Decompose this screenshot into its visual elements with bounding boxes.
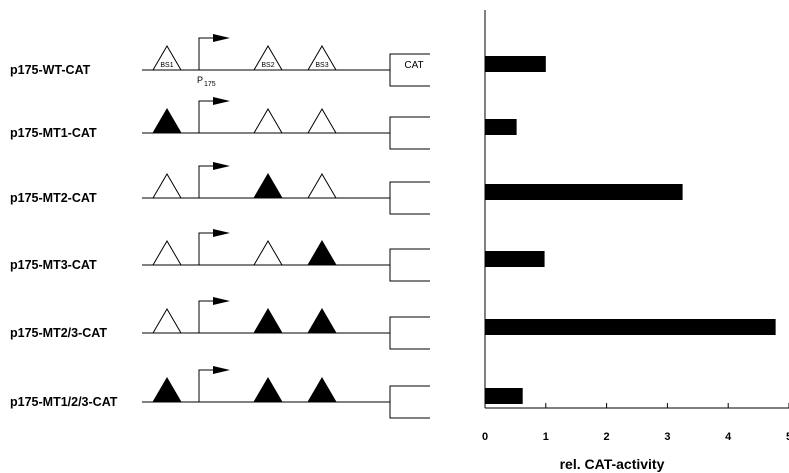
binding-site-triangle	[152, 240, 182, 266]
site-label: BS1	[160, 62, 173, 69]
promoter-label: P	[197, 75, 203, 85]
cat-reporter-box	[389, 385, 430, 419]
bars	[485, 56, 776, 404]
bar	[485, 251, 545, 267]
cat-label: CAT	[404, 60, 423, 71]
x-ticks: 0 1 2 3 4 5	[482, 403, 789, 443]
promoter-arrow-stem	[198, 369, 213, 402]
x-tick-label: 3	[664, 431, 670, 443]
construct-row: p175-WT-CAT BS1 BS2 BS3 P 175 CAT	[10, 34, 430, 88]
construct-row: p175-MT3-CAT	[10, 229, 430, 282]
binding-site-triangle	[152, 308, 182, 334]
promoter-arrow-icon	[213, 34, 230, 42]
promoter-arrow-stem	[198, 37, 213, 70]
mutated-site-triangle	[253, 377, 283, 403]
bar	[485, 56, 546, 72]
cat-reporter-box	[389, 248, 430, 282]
mutated-site-triangle	[307, 377, 337, 403]
bar	[485, 184, 683, 200]
construct-label: p175-MT2-CAT	[10, 191, 97, 205]
cat-reporter-box	[389, 316, 430, 350]
promoter-arrow-stem	[198, 165, 213, 198]
mutated-site-triangle	[253, 308, 283, 334]
construct-row: p175-MT2-CAT	[10, 162, 430, 215]
mutated-site-triangle	[307, 240, 337, 266]
binding-site-triangle	[307, 173, 337, 199]
mutated-site-triangle	[307, 308, 337, 334]
binding-site-triangle	[253, 45, 283, 71]
construct-label: p175-WT-CAT	[10, 63, 91, 77]
bar	[485, 319, 776, 335]
site-label: BS3	[315, 62, 328, 69]
mutated-site-triangle	[152, 377, 182, 403]
construct-row: p175-MT2/3-CAT	[10, 297, 430, 350]
bar-chart: 0 1 2 3 4 5 rel. CAT-activity	[482, 10, 789, 472]
construct-diagrams: p175-WT-CAT BS1 BS2 BS3 P 175 CAT p175-MT1-CAT p…	[10, 34, 430, 419]
binding-site-triangle	[152, 173, 182, 199]
construct-row: p175-MT1/2/3-CAT	[10, 366, 430, 419]
promoter-arrow-icon	[213, 97, 230, 105]
promoter-arrow-stem	[198, 300, 213, 333]
x-tick-label: 4	[725, 431, 732, 443]
binding-site-triangle	[253, 108, 283, 134]
binding-site-triangle	[307, 108, 337, 134]
construct-row: p175-MT1-CAT	[10, 97, 430, 150]
x-tick-label: 2	[604, 431, 610, 443]
promoter-arrow-stem	[198, 100, 213, 133]
mutated-site-triangle	[253, 173, 283, 199]
x-tick-label: 0	[482, 431, 488, 443]
promoter-subscript: 175	[204, 81, 216, 88]
construct-label: p175-MT1-CAT	[10, 126, 97, 140]
promoter-arrow-stem	[198, 232, 213, 265]
promoter-arrow-icon	[213, 297, 230, 305]
x-tick-label: 1	[543, 431, 549, 443]
construct-label: p175-MT3-CAT	[10, 258, 97, 272]
promoter-arrow-icon	[213, 229, 230, 237]
promoter-arrow-icon	[213, 162, 230, 170]
cat-reporter-box	[389, 53, 430, 87]
bar	[485, 119, 517, 135]
x-axis-title: rel. CAT-activity	[560, 456, 665, 472]
construct-label: p175-MT2/3-CAT	[10, 326, 107, 340]
construct-label: p175-MT1/2/3-CAT	[10, 395, 118, 409]
site-label: BS2	[261, 62, 274, 69]
promoter-arrow-icon	[213, 366, 230, 374]
mutated-site-triangle	[152, 108, 182, 134]
cat-reporter-box	[389, 181, 430, 215]
binding-site-triangle	[152, 45, 182, 71]
bar	[485, 388, 523, 404]
x-tick-label: 5	[786, 431, 789, 443]
binding-site-triangle	[307, 45, 337, 71]
cat-reporter-box	[389, 116, 430, 150]
binding-site-triangle	[253, 240, 283, 266]
